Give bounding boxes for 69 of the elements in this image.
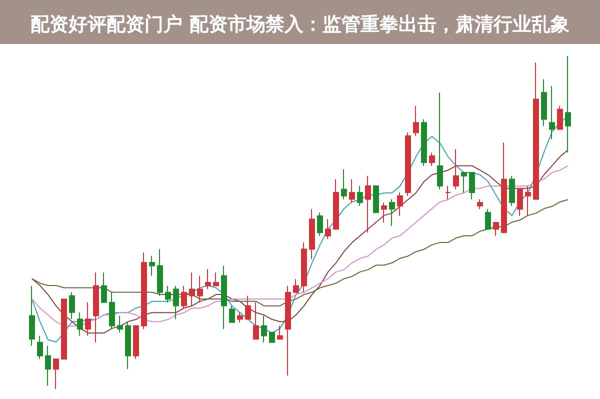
candlestick bbox=[61, 298, 67, 360]
candlestick bbox=[125, 322, 131, 370]
candlestick bbox=[533, 62, 539, 200]
candlestick bbox=[133, 325, 139, 360]
candlestick bbox=[157, 248, 163, 296]
candlestick bbox=[429, 152, 435, 166]
candlestick bbox=[173, 285, 179, 320]
candlestick bbox=[229, 305, 235, 323]
candlestick bbox=[197, 275, 203, 303]
chart-title: 配资好评配资门户 配资市场禁入：监管重拳出击，肃清行业乱象 bbox=[30, 14, 570, 36]
candlestick bbox=[389, 198, 395, 226]
candlestick bbox=[45, 345, 51, 386]
candlestick bbox=[565, 56, 571, 154]
candlestick bbox=[341, 168, 347, 200]
candlestick bbox=[277, 325, 283, 340]
candlestick bbox=[509, 175, 515, 206]
candlestick bbox=[517, 188, 523, 216]
candlestick bbox=[101, 272, 107, 303]
candlestick bbox=[149, 255, 155, 276]
candlestick bbox=[269, 332, 275, 343]
candlestick bbox=[485, 208, 491, 230]
candlestick bbox=[37, 335, 43, 360]
candlestick bbox=[477, 198, 483, 210]
candlestick bbox=[469, 172, 475, 200]
candlestick bbox=[405, 132, 411, 196]
candlestick bbox=[525, 185, 531, 216]
candlestick bbox=[373, 185, 379, 214]
candlestick bbox=[85, 302, 91, 336]
candlestick bbox=[397, 192, 403, 216]
candlestick bbox=[205, 268, 211, 290]
candlestick bbox=[325, 218, 331, 240]
candlestick bbox=[117, 315, 123, 333]
candlestick bbox=[253, 302, 259, 340]
candlestick bbox=[109, 292, 115, 330]
candlestick bbox=[365, 175, 371, 233]
candlestick bbox=[357, 185, 363, 206]
candlestick bbox=[309, 208, 315, 260]
candlestick bbox=[29, 285, 35, 346]
candlestick bbox=[541, 78, 547, 126]
candlestick bbox=[245, 295, 251, 320]
candlestick bbox=[181, 285, 187, 310]
candlestick bbox=[261, 315, 267, 343]
candlestick bbox=[301, 242, 307, 293]
candlestick bbox=[141, 252, 147, 330]
candlestick bbox=[381, 202, 387, 223]
candlestick bbox=[317, 212, 323, 236]
candlestick bbox=[93, 272, 99, 343]
candlestick bbox=[293, 278, 299, 293]
candlestick bbox=[437, 92, 443, 190]
candlestick bbox=[333, 178, 339, 230]
candlestick bbox=[221, 265, 227, 330]
candlestick bbox=[69, 292, 75, 320]
candlestick bbox=[501, 142, 507, 233]
candlestick bbox=[413, 105, 419, 136]
candlestick bbox=[549, 85, 555, 140]
candlestick bbox=[453, 148, 459, 190]
candlestick bbox=[445, 185, 451, 200]
candlestick bbox=[189, 272, 195, 306]
candlestick bbox=[213, 272, 219, 286]
candlestick bbox=[349, 178, 355, 204]
candlestick bbox=[461, 172, 467, 194]
candlestick bbox=[165, 285, 171, 303]
candlestick bbox=[421, 118, 427, 166]
candlestick bbox=[285, 285, 291, 376]
candlestick bbox=[77, 312, 83, 336]
candlestick bbox=[237, 312, 243, 323]
candlestick bbox=[493, 222, 499, 236]
candlestick bbox=[557, 105, 563, 130]
candlestick bbox=[53, 358, 59, 390]
